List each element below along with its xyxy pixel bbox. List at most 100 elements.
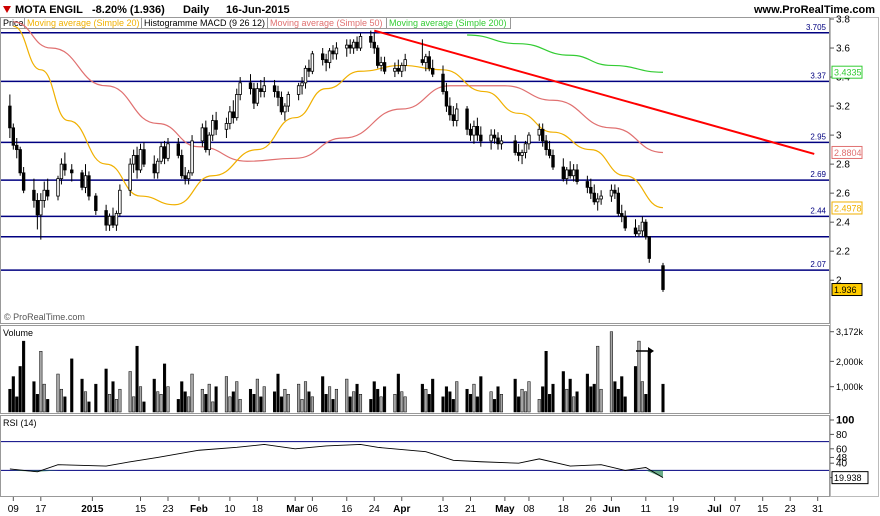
candle-body [162, 146, 167, 159]
candle-body [238, 82, 242, 95]
volume-bar [15, 396, 19, 413]
candle-body [595, 198, 600, 203]
candle-body [231, 111, 236, 119]
volume-panel-frame [0, 325, 830, 414]
volume-bar [541, 386, 545, 413]
chart-period: Daily [183, 4, 210, 16]
candle-body [204, 127, 208, 151]
candle-body [18, 149, 22, 174]
candle-body [355, 41, 359, 49]
volume-bar [431, 378, 435, 413]
volume-bar [152, 378, 156, 413]
candle-body [183, 175, 187, 180]
candle-body [527, 134, 531, 145]
candle-body [279, 96, 284, 113]
volume-bar [279, 396, 283, 413]
candle-body [32, 189, 36, 201]
rsi-tick-label: 40 [836, 459, 848, 470]
volume-bar [273, 391, 277, 413]
candle-body [369, 36, 373, 43]
x-tick-label: 19 [668, 504, 680, 515]
rsi-tick-label: 100 [836, 415, 854, 427]
volume-bar [211, 401, 215, 413]
candle-body [35, 200, 40, 216]
candle-body [59, 163, 64, 180]
volume-bar [348, 396, 352, 413]
candle-body [45, 189, 50, 197]
volume-bar [70, 358, 74, 413]
value-tag-box [831, 201, 863, 215]
site-link[interactable]: www.ProRealTime.com [753, 4, 875, 16]
support-level-label: 2.69 [810, 170, 826, 179]
candle-body [379, 62, 383, 66]
price-change: -8.20% (1.936) [92, 4, 165, 16]
volume-bar [616, 388, 620, 413]
volume-bar [83, 391, 88, 413]
volume-bar [159, 394, 163, 413]
candle-body [609, 189, 614, 197]
chart-title: MOTA ENGIL [15, 4, 83, 16]
price-panel: 3.83.63.43.232.82.62.42.223.7053.372.952… [1, 15, 863, 297]
candle-body [42, 189, 46, 201]
candle-body [334, 47, 339, 55]
rsi-value-label: 19.938 [834, 473, 862, 483]
x-tick-label: 16 [341, 504, 353, 515]
candle-body [107, 215, 112, 226]
candle-body [159, 146, 163, 162]
volume-bar [496, 386, 500, 413]
volume-bar [35, 394, 39, 413]
copyright: © ProRealTime.com [4, 312, 85, 322]
legend-ma200: Moving average (Simple 200) [389, 18, 507, 28]
volume-bar [661, 383, 665, 413]
value-tag-label: 1.936 [834, 285, 857, 295]
volume-bar [644, 394, 648, 413]
candle-body [544, 140, 548, 151]
x-tick-label: 15 [757, 504, 769, 515]
candle-body [575, 169, 579, 182]
candle-body [571, 169, 576, 177]
rsi-value-box [831, 471, 869, 485]
candle-body [186, 172, 191, 180]
volume-bar [596, 345, 600, 413]
volume-bar [11, 376, 15, 413]
x-axis: 09 17 2015 15 23 Feb 10 18 Mar 06 16 24 Apr 13 21 May 08… [8, 497, 824, 515]
x-tick-label: 10 [224, 504, 236, 515]
volume-bar [334, 388, 338, 413]
volume-bar [214, 386, 218, 413]
candle-body [647, 236, 651, 259]
volume-bar [132, 396, 136, 413]
x-tick-label: 2015 [81, 504, 104, 515]
volume-bar [383, 386, 387, 413]
support-level-label: 2.95 [810, 132, 826, 141]
candle-body [616, 192, 621, 214]
candle-body [375, 47, 380, 66]
candle-body [551, 155, 555, 168]
candle-body [613, 189, 617, 194]
volume-bar [59, 388, 63, 413]
volume-panel: 3,172k 2,000k 1,000k [8, 327, 864, 413]
volume-bar [200, 388, 204, 413]
volume-bar [565, 388, 569, 413]
candle-body [520, 152, 524, 156]
arrow-right-icon [636, 347, 654, 355]
x-tick-label: May [495, 504, 515, 515]
rsi-line [9, 444, 664, 479]
candle-body [324, 59, 328, 63]
candle-body [372, 41, 376, 49]
volume-bar [286, 394, 290, 413]
candle-body [262, 85, 266, 92]
candle-body [496, 137, 500, 145]
candle-body [589, 186, 593, 194]
ma20-line [13, 25, 664, 209]
volume-bar [204, 394, 208, 413]
volume-bar [39, 351, 43, 413]
volume-bar [517, 396, 521, 413]
volume-bar [228, 396, 232, 413]
candle-body [142, 149, 146, 165]
resistance-trendline [373, 29, 815, 155]
volume-bar [114, 399, 118, 413]
volume-bar [42, 383, 46, 413]
volume-bar [640, 381, 644, 413]
candle-body [444, 91, 449, 107]
